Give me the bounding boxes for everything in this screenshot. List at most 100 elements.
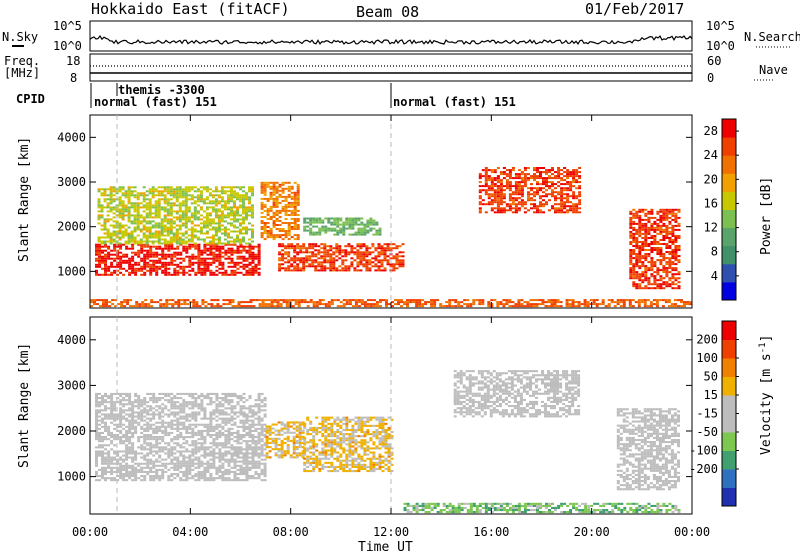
range-gate-cell (196, 196, 200, 199)
range-gate-cell (166, 212, 170, 215)
range-gate-cell (106, 232, 110, 235)
range-gate-cell (665, 251, 669, 253)
range-gate-cell (487, 201, 491, 204)
range-gate-cell (629, 269, 633, 272)
range-gate-cell (227, 202, 230, 205)
range-gate-cell (284, 261, 288, 264)
range-gate-cell (143, 456, 147, 459)
range-gate-cell (668, 257, 672, 260)
range-gate-cell (505, 183, 509, 186)
range-gate-cell (164, 243, 168, 246)
range-gate-cell (275, 185, 279, 188)
range-gate-cell (167, 448, 171, 451)
range-gate-cell (212, 479, 216, 482)
range-gate-cell (315, 301, 319, 304)
range-gate-cell (149, 438, 153, 441)
range-gate-cell (164, 429, 168, 432)
range-gate-cell (125, 444, 129, 447)
range-gate-cell (121, 192, 125, 195)
range-gate-cell (397, 299, 400, 302)
range-gate-cell (158, 411, 162, 414)
range-gate-cell (173, 423, 177, 426)
range-gate-cell (665, 247, 669, 249)
range-gate-cell (187, 190, 191, 193)
range-gate-cell (110, 265, 114, 268)
range-gate-cell (212, 429, 216, 432)
range-gate-cell (493, 299, 497, 302)
range-gate-cell (135, 301, 139, 304)
range-gate-cell (185, 415, 189, 418)
range-gate-cell (152, 411, 156, 414)
range-gate-cell (107, 415, 111, 418)
range-gate-cell (359, 261, 363, 264)
range-gate-cell (460, 301, 464, 304)
range-gate-cell (242, 196, 245, 199)
range-gate-cell (194, 425, 198, 428)
range-gate-cell (125, 431, 129, 434)
range-gate-cell (190, 220, 194, 223)
range-gate-cell (142, 194, 146, 197)
range-gate-cell (535, 303, 539, 306)
range-gate-cell (677, 285, 681, 288)
range-gate-cell (218, 253, 222, 256)
range-gate-cell (137, 407, 141, 410)
range-gate-cell (227, 257, 231, 260)
range-gate-cell (146, 464, 150, 467)
range-gate-cell (629, 257, 633, 260)
range-gate-cell (542, 187, 545, 190)
range-gate-cell (191, 401, 195, 404)
range-gate-cell (392, 257, 396, 260)
range-gate-cell (242, 190, 245, 193)
range-gate-cell (641, 226, 645, 229)
range-gate-cell (216, 305, 220, 308)
range-gate-cell (662, 224, 666, 227)
range-gate-cell (95, 392, 98, 395)
range-gate-cell (536, 183, 539, 186)
range-gate-cell (125, 452, 129, 455)
range-gate-cell (173, 473, 177, 476)
range-gate-cell (230, 240, 233, 243)
range-gate-cell (157, 238, 161, 241)
range-gate-cell (152, 407, 156, 410)
range-gate-cell (143, 448, 147, 451)
range-gate-cell (284, 269, 288, 272)
range-gate-cell (556, 301, 560, 304)
range-gate-cell (403, 301, 406, 304)
range-gate-cell (196, 218, 200, 221)
range-gate-cell (188, 263, 192, 266)
range-gate-cell (656, 241, 660, 243)
range-gate-cell (527, 199, 530, 202)
range-gate-cell (484, 183, 488, 186)
range-gate-cell (214, 232, 218, 235)
range-gate-cell (200, 460, 204, 463)
range-gate-cell (296, 247, 300, 250)
range-gate-cell (278, 253, 282, 256)
range-gate-cell (175, 188, 179, 191)
range-gate-cell (276, 305, 280, 308)
range-gate-cell (113, 462, 117, 465)
range-gate-cell (217, 216, 221, 219)
range-gate-cell (131, 267, 135, 270)
range-gate-cell (341, 251, 345, 254)
range-gate-cell (548, 175, 551, 178)
range-gate-cell (139, 222, 143, 225)
range-gate-cell (197, 405, 201, 408)
range-gate-cell (128, 261, 132, 264)
range-gate-cell (577, 301, 581, 304)
range-gate-cell (184, 204, 188, 207)
range-gate-cell (162, 303, 166, 306)
range-gate-cell (140, 452, 144, 455)
range-gate-cell (520, 187, 524, 190)
range-gate-cell (209, 403, 213, 406)
range-gate-cell (517, 301, 521, 304)
range-gate-cell (200, 477, 204, 480)
range-gate-cell (110, 395, 114, 398)
range-gate-cell (656, 224, 660, 227)
range-gate-cell (107, 267, 111, 270)
range-gate-cell (635, 273, 639, 276)
range-gate-cell (533, 175, 536, 178)
range-gate-cell (560, 201, 564, 204)
range-gate-cell (613, 301, 617, 304)
range-gate-cell (260, 203, 264, 206)
range-gate-cell (206, 395, 210, 398)
